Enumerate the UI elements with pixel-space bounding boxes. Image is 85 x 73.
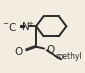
Text: O: O: [14, 47, 23, 57]
Text: O: O: [47, 45, 55, 55]
Text: $^{-}$C: $^{-}$C: [2, 21, 17, 33]
Text: +: +: [27, 21, 33, 27]
Text: N: N: [22, 22, 30, 32]
Text: methyl: methyl: [56, 52, 82, 61]
